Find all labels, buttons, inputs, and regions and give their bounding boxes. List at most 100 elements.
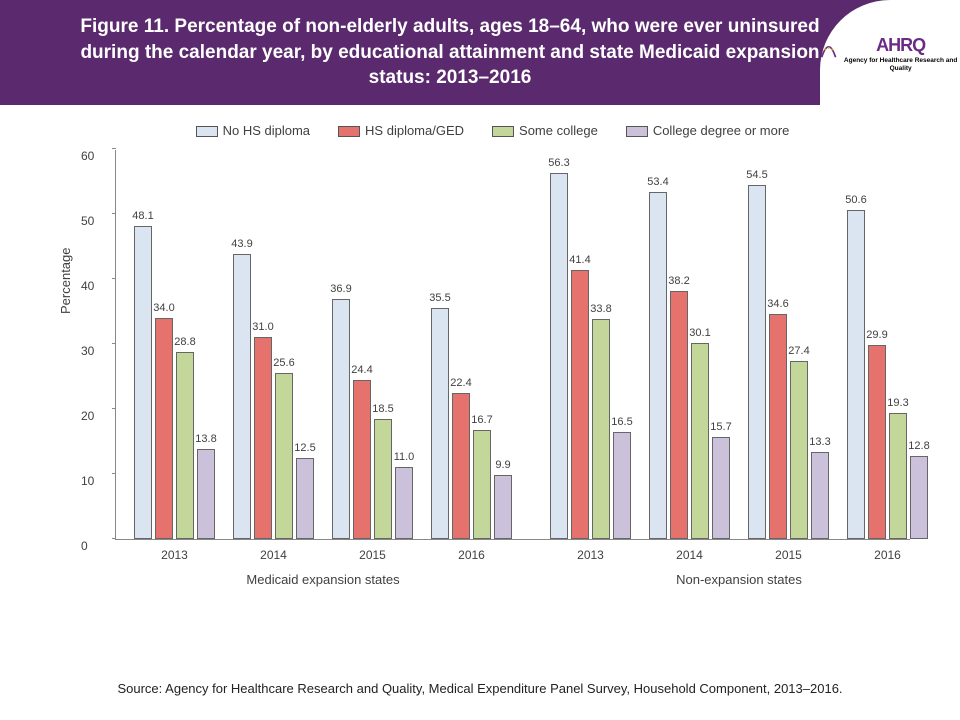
chart-title: Figure 11. Percentage of non-elderly adu… (70, 14, 830, 91)
bar: 15.7 (712, 437, 730, 539)
bar: 12.5 (296, 458, 314, 539)
bar-value-label: 53.4 (647, 176, 668, 188)
bar: 50.6 (847, 210, 865, 539)
bar: 30.1 (691, 343, 709, 539)
bar-value-label: 22.4 (450, 377, 471, 389)
bar-value-label: 9.9 (495, 459, 510, 471)
bar-value-label: 36.9 (330, 283, 351, 295)
bar-value-label: 38.2 (668, 275, 689, 287)
bar: 33.8 (592, 319, 610, 539)
bar-value-label: 13.8 (195, 433, 216, 445)
legend-label: Some college (519, 123, 598, 138)
bar-value-label: 31.0 (252, 321, 273, 333)
x-tick-label: 2016 (458, 548, 485, 562)
y-tick-label: 40 (81, 279, 94, 293)
bar-cluster: 53.438.230.115.7 (649, 150, 730, 539)
bar-value-label: 28.8 (174, 336, 195, 348)
bar: 18.5 (374, 419, 392, 539)
y-tick-label: 60 (81, 149, 94, 163)
legend-swatch (626, 126, 648, 137)
y-tick-mark (112, 343, 116, 344)
y-tick-mark (112, 148, 116, 149)
legend-swatch (338, 126, 360, 137)
logo-subtext: Agency for Healthcare Research and Quali… (841, 57, 960, 71)
bar: 31.0 (254, 337, 272, 539)
bar: 54.5 (748, 185, 766, 539)
bar-value-label: 41.4 (569, 254, 590, 266)
bar-value-label: 56.3 (548, 157, 569, 169)
bar: 34.6 (769, 314, 787, 539)
bar-cluster: 56.341.433.816.5 (550, 150, 631, 539)
logo-icon (820, 42, 837, 62)
bar: 13.8 (197, 449, 215, 539)
bar: 29.9 (868, 345, 886, 539)
bar-value-label: 12.5 (294, 442, 315, 454)
bar: 56.3 (550, 173, 568, 539)
bar: 41.4 (571, 270, 589, 539)
legend-item: HS diploma/GED (338, 123, 464, 138)
bar-value-label: 50.6 (845, 194, 866, 206)
bar: 19.3 (889, 413, 907, 538)
x-tick-label: 2015 (359, 548, 386, 562)
logo-container: AHRQ Agency for Healthcare Research and … (820, 0, 960, 105)
bar-cluster: 54.534.627.413.3 (748, 150, 829, 539)
x-group-label: Medicaid expansion states (246, 572, 399, 587)
bar-value-label: 54.5 (746, 169, 767, 181)
legend-item: Some college (492, 123, 598, 138)
bar-value-label: 27.4 (788, 345, 809, 357)
x-group-label: Non-expansion states (676, 572, 802, 587)
y-axis-label: Percentage (58, 248, 73, 315)
bar: 28.8 (176, 352, 194, 539)
x-tick-label: 2013 (161, 548, 188, 562)
legend-swatch (492, 126, 514, 137)
bar: 34.0 (155, 318, 173, 539)
bar: 11.0 (395, 467, 413, 539)
bar-value-label: 34.0 (153, 302, 174, 314)
bar-value-label: 24.4 (351, 364, 372, 376)
bar-value-label: 15.7 (710, 421, 731, 433)
bar: 12.8 (910, 456, 928, 539)
legend-item: College degree or more (626, 123, 790, 138)
bar: 16.5 (613, 432, 631, 539)
y-tick-mark (112, 213, 116, 214)
bar: 22.4 (452, 393, 470, 539)
x-tick-label: 2013 (577, 548, 604, 562)
bar-cluster: 43.931.025.612.5 (233, 150, 314, 539)
y-tick-label: 0 (81, 539, 88, 553)
bar: 35.5 (431, 308, 449, 539)
bar: 53.4 (649, 192, 667, 539)
bar-value-label: 48.1 (132, 210, 153, 222)
logo-text: AHRQ (841, 33, 960, 57)
bar-value-label: 16.7 (471, 414, 492, 426)
x-tick-label: 2016 (874, 548, 901, 562)
legend-label: No HS diploma (223, 123, 310, 138)
legend-label: HS diploma/GED (365, 123, 464, 138)
bar-value-label: 30.1 (689, 327, 710, 339)
legend: No HS diploma HS diploma/GED Some college C… (75, 123, 910, 138)
legend-swatch (196, 126, 218, 137)
bar-value-label: 16.5 (611, 416, 632, 428)
bar-value-label: 25.6 (273, 357, 294, 369)
bar-cluster: 48.134.028.813.8 (134, 150, 215, 539)
bar: 27.4 (790, 361, 808, 539)
bar-value-label: 12.8 (908, 440, 929, 452)
bar-value-label: 11.0 (394, 451, 415, 463)
legend-label: College degree or more (653, 123, 790, 138)
bar-value-label: 19.3 (887, 397, 908, 409)
bar: 43.9 (233, 254, 251, 539)
y-tick-mark (112, 473, 116, 474)
bar: 38.2 (670, 291, 688, 539)
chart-header: Figure 11. Percentage of non-elderly adu… (0, 0, 960, 105)
bar: 48.1 (134, 226, 152, 539)
bar: 13.3 (811, 452, 829, 538)
bar-cluster: 36.9 24.4 18.511.0 (332, 150, 413, 539)
x-tick-label: 2015 (775, 548, 802, 562)
bar-cluster: 50.629.919.312.8 (847, 150, 928, 539)
bar-value-label: 35.5 (429, 292, 450, 304)
bar-value-label: 43.9 (231, 238, 252, 250)
x-tick-label: 2014 (676, 548, 703, 562)
bar-value-label: 13.3 (809, 436, 830, 448)
y-tick-mark (112, 278, 116, 279)
y-tick-label: 20 (81, 409, 94, 423)
bar-cluster: 35.522.416.79.9 (431, 150, 512, 539)
